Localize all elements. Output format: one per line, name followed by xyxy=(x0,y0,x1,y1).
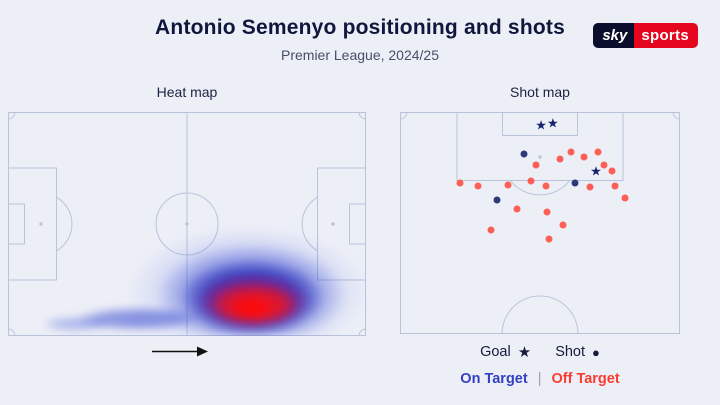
shotmap-title: Shot map xyxy=(510,84,570,100)
page-title: Antonio Semenyo positioning and shots xyxy=(155,16,565,39)
header: Antonio Semenyo positioning and shots Pr… xyxy=(0,16,720,63)
shot-off-target-marker xyxy=(608,167,616,175)
goal-marker: ★ xyxy=(590,163,602,179)
shot-off-target-marker xyxy=(545,235,553,243)
shot-legend-label: Shot xyxy=(555,344,586,360)
shot-off-target-marker xyxy=(456,179,464,187)
on-target-label: On Target xyxy=(460,371,528,387)
target-legend: On Target | Off Target xyxy=(400,371,680,387)
shot-off-target-marker xyxy=(527,177,535,185)
heatmap-density xyxy=(8,112,366,336)
shot-off-target-marker xyxy=(543,208,551,216)
shotmap-pitch: ★ ★ ★ xyxy=(400,112,680,334)
shot-off-target-marker xyxy=(580,153,588,161)
shot-off-target-marker xyxy=(567,148,575,156)
heatmap-pitch xyxy=(8,112,366,336)
shot-markers: ★ ★ ★ xyxy=(400,112,680,334)
shot-on-target-marker xyxy=(493,196,501,204)
goal-marker: ★ xyxy=(535,117,547,133)
sky-sports-logo: sky sports xyxy=(593,23,698,48)
page-subtitle: Premier League, 2024/25 xyxy=(281,47,439,63)
heatmap-title: Heat map xyxy=(156,84,218,100)
shot-off-target-marker xyxy=(504,181,512,189)
shot-off-target-marker xyxy=(532,161,540,169)
shot-off-target-marker xyxy=(600,161,608,169)
shot-off-target-marker xyxy=(513,205,521,213)
shot-on-target-marker xyxy=(571,179,579,187)
shot-off-target-marker xyxy=(474,182,482,190)
attacking-direction-arrow xyxy=(152,346,208,357)
goal-marker: ★ xyxy=(547,115,559,131)
shot-off-target-marker xyxy=(611,182,619,190)
off-target-label: Off Target xyxy=(551,371,620,387)
shot-off-target-marker xyxy=(621,194,629,202)
sports-logo-text: sports xyxy=(634,23,698,48)
shot-off-target-marker xyxy=(556,155,564,163)
goal-legend-label: Goal xyxy=(480,344,511,360)
marker-legend: Goal ★ Shot ● xyxy=(400,343,680,361)
shot-on-target-marker xyxy=(520,150,528,158)
shot-off-target-marker xyxy=(559,221,567,229)
shot-dot-icon: ● xyxy=(592,344,600,360)
legend-separator: | xyxy=(537,371,542,387)
shot-off-target-marker xyxy=(586,183,594,191)
sky-logo-text: sky xyxy=(593,23,635,48)
shot-off-target-marker xyxy=(487,226,495,234)
half-pitch-lines xyxy=(400,112,680,334)
goal-star-icon: ★ xyxy=(517,344,532,361)
shot-off-target-marker xyxy=(542,182,550,190)
shot-off-target-marker xyxy=(594,148,602,156)
